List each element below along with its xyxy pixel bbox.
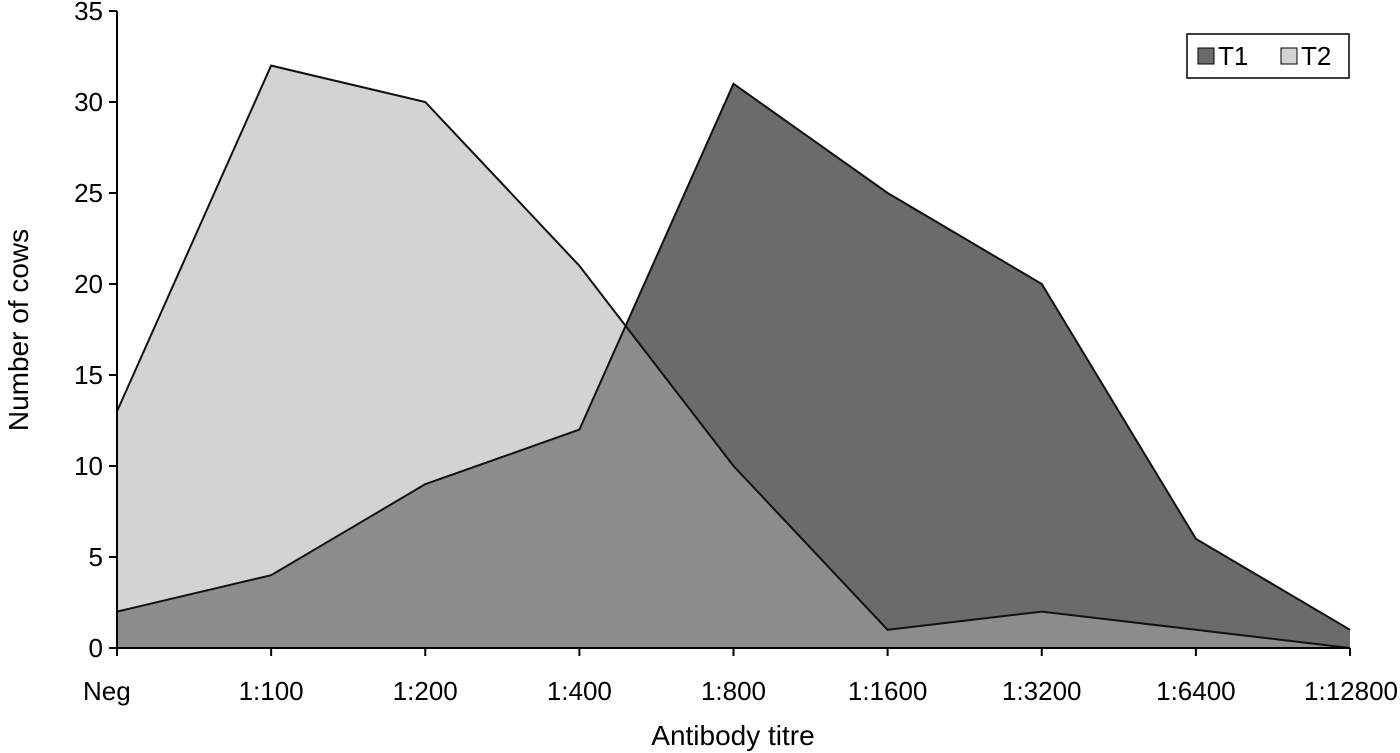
chart-series-lines: [116, 64, 1351, 649]
x-tick-label: 1:100: [239, 676, 304, 706]
series-overlap-area: [117, 325, 1350, 648]
y-tick-label: 5: [89, 542, 103, 572]
x-tick-label: 1:6400: [1156, 676, 1236, 706]
x-tick-label: 1:800: [701, 676, 766, 706]
series-t1-line: [116, 82, 1351, 631]
series-t2-line: [116, 64, 1351, 649]
y-axis-ticks: 0 5 10 15 20 25 30 35: [74, 0, 117, 663]
x-tick-label: 1:400: [547, 676, 612, 706]
legend-swatch-t2: [1280, 47, 1298, 65]
x-axis-ticks: Neg 1:100 1:200 1:400 1:800 1:1600 1:3200 1:640…: [83, 648, 1398, 706]
y-tick-label: 25: [74, 178, 103, 208]
legend-label-t2: T2: [1301, 41, 1331, 71]
x-tick-label: 1:1600: [848, 676, 928, 706]
chart-areas: [117, 65, 1350, 649]
legend: T1 T2: [1186, 33, 1350, 79]
legend-swatch-t1: [1197, 47, 1215, 65]
x-tick-label: 1:200: [393, 676, 458, 706]
x-tick-label: Neg: [83, 676, 131, 706]
legend-label-t1: T1: [1218, 41, 1248, 71]
x-axis-title: Antibody titre: [651, 720, 814, 751]
x-tick-label: 1:3200: [1002, 676, 1082, 706]
y-tick-label: 35: [74, 0, 103, 26]
x-tick-label: 1:12800: [1304, 676, 1398, 706]
y-tick-label: 15: [74, 360, 103, 390]
y-tick-label: 20: [74, 269, 103, 299]
y-tick-label: 10: [74, 451, 103, 481]
y-tick-label: 0: [89, 633, 103, 663]
y-tick-label: 30: [74, 87, 103, 117]
y-axis-title: Number of cows: [3, 229, 34, 431]
